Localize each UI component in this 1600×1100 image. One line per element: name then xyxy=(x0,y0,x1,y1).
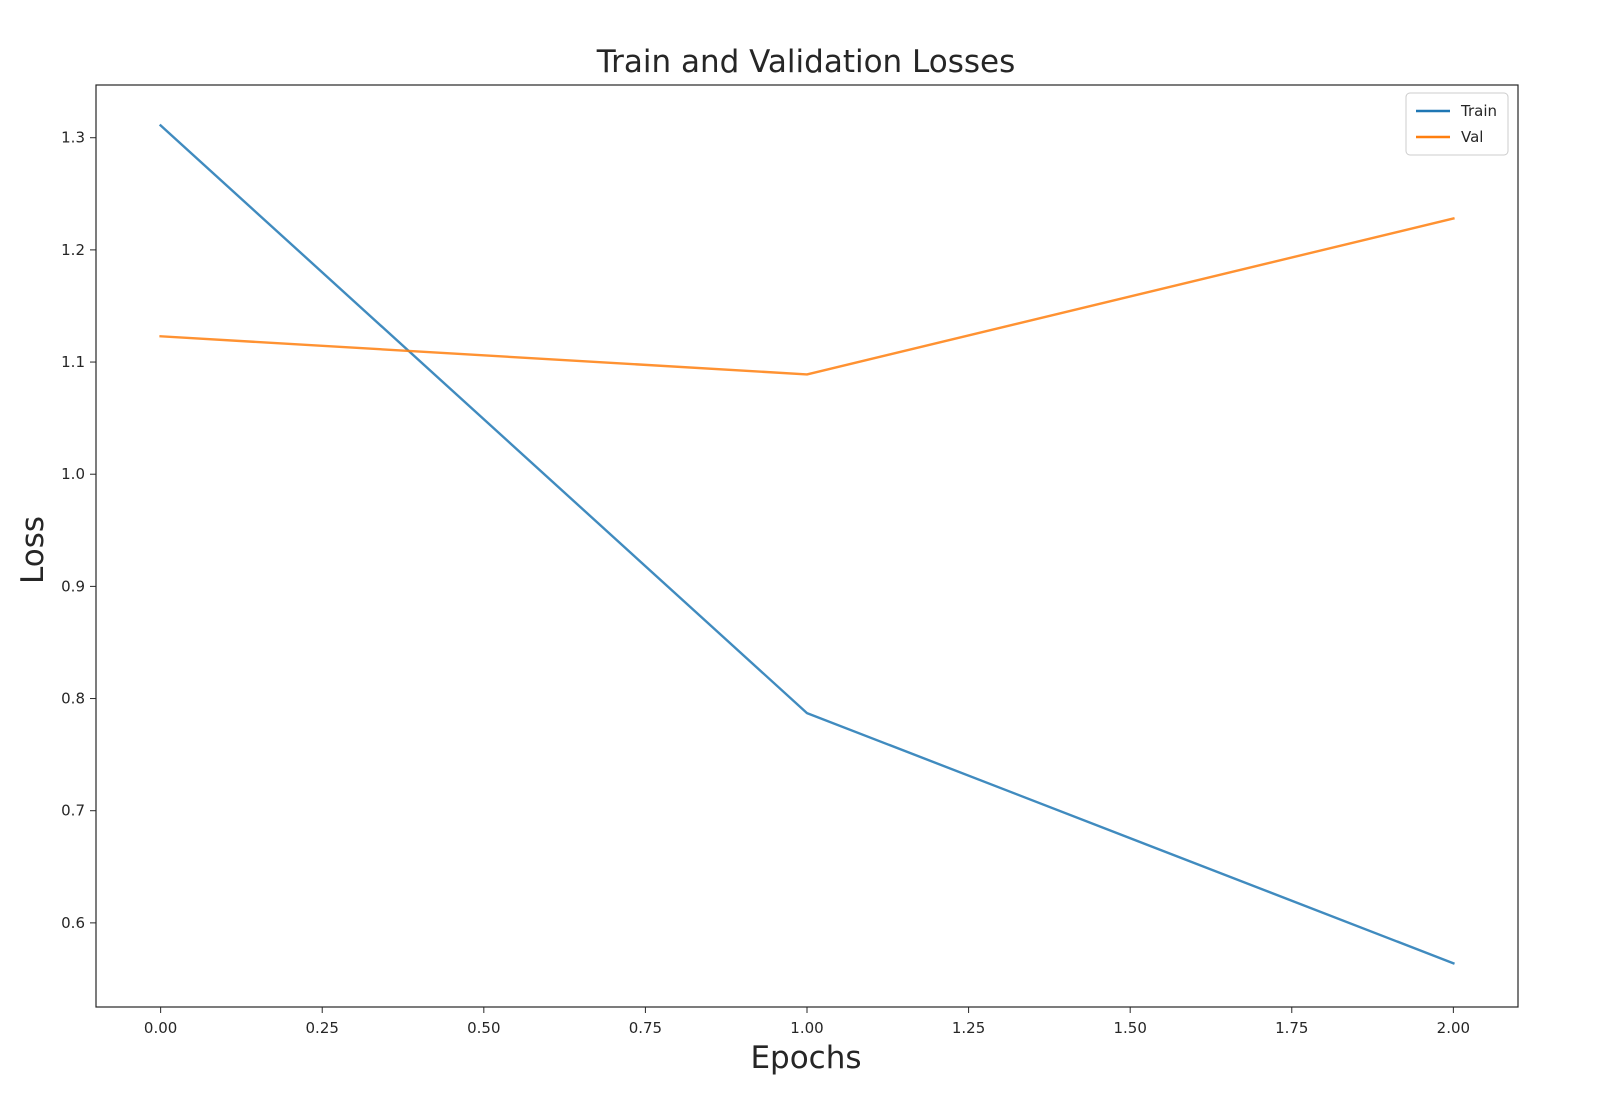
x-tick-label: 1.50 xyxy=(1113,1019,1146,1037)
series-line-train xyxy=(158,123,1455,965)
x-tick-label: 1.75 xyxy=(1275,1019,1308,1037)
y-tick-label: 0.7 xyxy=(61,802,85,820)
y-tick-label: 1.1 xyxy=(61,353,85,371)
x-tick-label: 1.25 xyxy=(952,1019,985,1037)
y-tick-label: 0.6 xyxy=(61,914,85,932)
series-line-val xyxy=(159,217,1455,376)
legend-label-train: Train xyxy=(1460,102,1497,120)
y-tick-label: 0.9 xyxy=(61,577,85,595)
y-axis-title: Loss xyxy=(15,516,51,584)
x-tick-label: 0.00 xyxy=(144,1019,177,1037)
y-tick-label: 1.2 xyxy=(61,241,85,259)
x-tick-label: 0.75 xyxy=(629,1019,662,1037)
plot-area: 0.00 0.25 0.50 0.75 1.00 1.25 1.50 1.75 2.00 0.6 0… xyxy=(61,84,1519,1037)
legend-box xyxy=(1405,92,1509,156)
y-tick-label: 1.3 xyxy=(61,129,85,147)
x-axis-title: Epochs xyxy=(750,1040,861,1076)
x-tick-label: 0.50 xyxy=(467,1019,500,1037)
legend-label-val: Val xyxy=(1461,128,1483,146)
y-tick-label: 1.0 xyxy=(61,465,85,483)
y-tick-label: 0.8 xyxy=(61,690,85,708)
x-tick-label: 0.25 xyxy=(306,1019,339,1037)
x-tick-label: 2.00 xyxy=(1437,1019,1470,1037)
x-tick-label: 1.00 xyxy=(790,1019,823,1037)
chart-title: Train and Validation Losses xyxy=(596,44,1016,80)
